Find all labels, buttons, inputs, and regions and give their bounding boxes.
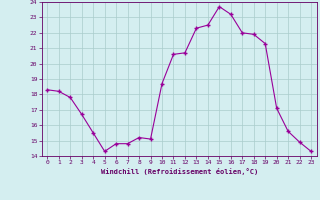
X-axis label: Windchill (Refroidissement éolien,°C): Windchill (Refroidissement éolien,°C) xyxy=(100,168,258,175)
